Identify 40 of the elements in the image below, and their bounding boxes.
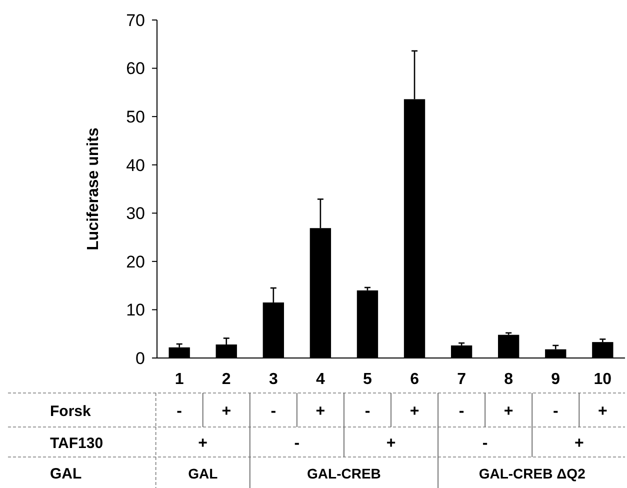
text: + [504,403,514,420]
text: + [386,435,396,452]
text: Forsk [50,403,92,420]
y-tick-label: 50 [126,108,145,127]
y-tick-label: 0 [136,348,145,368]
x-tick-label: 9 [551,371,560,388]
x-tick-label: 7 [457,371,466,388]
text: + [574,435,584,452]
x-tick-label: 8 [504,371,514,388]
y-tick-label: 30 [126,204,145,224]
text: - [364,403,370,420]
text: GAL-CREB ΔQ2 [478,466,586,482]
text: TAF130 [50,435,104,452]
text: + [222,403,232,420]
x-tick-label: 3 [268,371,278,388]
text: - [552,403,558,420]
x-tick-label: 1 [174,371,184,388]
y-tick-label: 70 [126,10,145,30]
x-tick-label: 10 [594,371,612,388]
x-tick-label: 4 [316,371,325,388]
text: + [198,435,208,452]
x-tick-label: 6 [410,371,420,388]
text: - [294,435,300,452]
text: - [270,403,276,420]
y-tick-label: 20 [126,252,145,272]
x-tick-label: 5 [363,371,372,388]
y-tick-label: 10 [126,300,145,320]
text: - [458,403,464,420]
text: + [410,403,420,420]
y-tick-label: 40 [126,156,145,175]
x-tick-label: 2 [222,371,231,388]
text: - [482,435,488,452]
y-tick-label: 60 [126,59,145,78]
text: - [176,403,182,420]
text: GAL [50,466,82,482]
text: + [598,403,608,420]
text: + [316,403,326,420]
y-axis-title: Luciferase units [85,128,102,250]
text: GAL [188,466,218,482]
text: GAL-CREB [307,466,381,482]
